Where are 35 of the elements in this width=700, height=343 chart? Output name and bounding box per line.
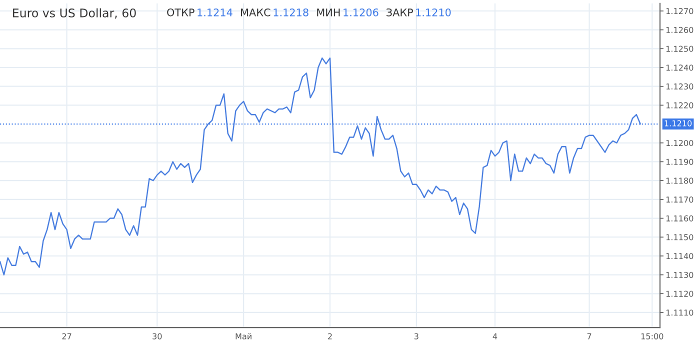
y-tick-label: 1.1110 [666,310,694,316]
x-tick-label: 7 [587,333,592,340]
x-tick-label: 4 [492,333,498,340]
annotation: ОТКР [167,8,194,16]
annotation: 1.1214 [198,8,232,16]
y-tick-label: 1.1250 [666,46,694,52]
y-tick-label: 1.1260 [666,26,694,33]
x-tick-label: 27 [62,333,72,340]
y-tick-label: 1.1220 [666,102,694,108]
y-tick-label: 1.1130 [666,272,694,278]
ref-line-label: 1.1210 [664,120,692,126]
y-tick-label: 1.1200 [666,140,694,146]
x-tick-label: 15:00 [641,333,664,340]
annotation: 1.1206 [344,8,378,16]
annotation: ЗАКР [386,8,414,16]
annotation: МАКС [241,8,270,16]
y-tick-label: 1.1230 [666,83,694,90]
y-tick-label: 1.1150 [666,234,694,240]
y-tick-label: 1.1240 [666,64,694,71]
y-tick-label: 1.1120 [666,290,694,297]
y-tick-label: 1.1180 [666,178,694,184]
y-tick-label: 1.1190 [666,158,694,165]
chart-title: Euro vs US Dollar, 60 [13,8,136,19]
annotation: МИН [317,8,340,16]
x-tick-label: 2 [328,333,332,340]
x-tick-label: 3 [414,333,418,340]
y-tick-label: 1.1160 [666,215,694,222]
annotation: 1.1210 [416,8,451,16]
annotation: 1.1218 [274,8,308,16]
y-tick-label: 1.1140 [666,253,694,260]
line-series [0,57,641,276]
x-tick-label: Май [236,333,252,340]
y-tick-label: 1.1170 [666,196,694,203]
x-tick-label: 30 [152,333,162,340]
y-tick-label: 1.1270 [666,8,694,14]
